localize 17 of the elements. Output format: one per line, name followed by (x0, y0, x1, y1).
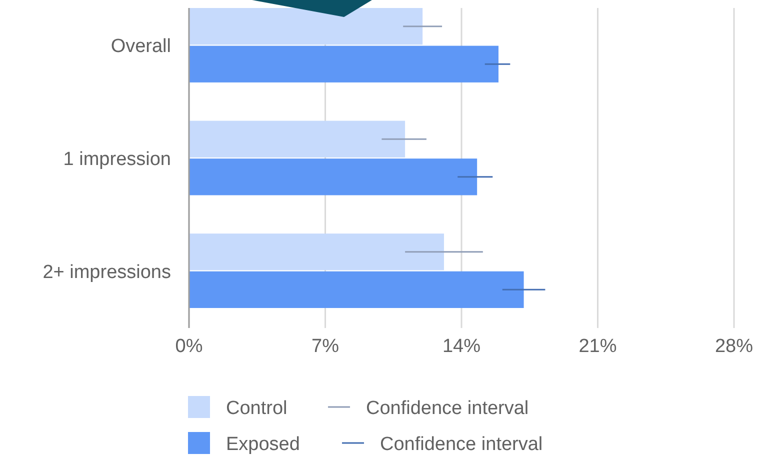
x-tick-label: 7% (312, 336, 340, 357)
text: Confidence interval (366, 398, 529, 419)
y-tick-label: 1 impression (63, 149, 171, 170)
bar (189, 120, 406, 158)
bar (189, 271, 524, 308)
x-tick-label: 28% (714, 336, 754, 357)
y-tick-label: Overall (110, 36, 171, 58)
legend-label: Exposed (226, 434, 300, 455)
y-tick-label: 2+ impressions (42, 262, 171, 283)
x-tick-label: 21% (578, 336, 617, 357)
x-tick-label: 14% (442, 336, 481, 357)
x-tick-label: 0% (175, 336, 203, 357)
bar (189, 234, 444, 270)
bar (189, 46, 498, 82)
bar (189, 158, 478, 196)
text: Confidence interval (380, 434, 543, 455)
legend-label: Control (226, 398, 288, 419)
